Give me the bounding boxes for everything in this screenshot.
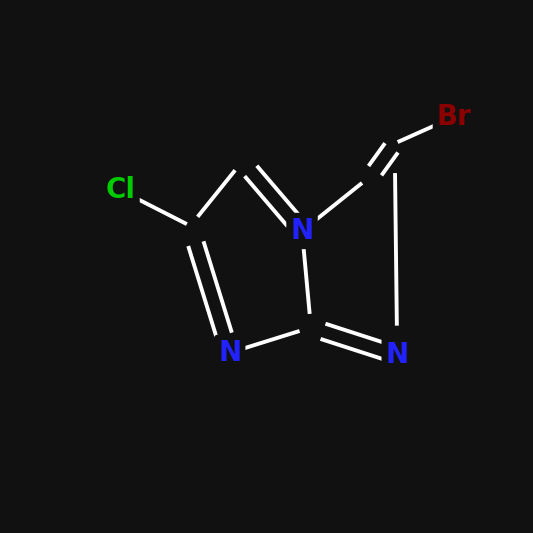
Text: Br: Br [437,103,472,131]
Text: N: N [290,217,313,245]
Text: N: N [218,339,241,367]
Text: N: N [386,341,409,369]
Text: Cl: Cl [106,176,135,204]
